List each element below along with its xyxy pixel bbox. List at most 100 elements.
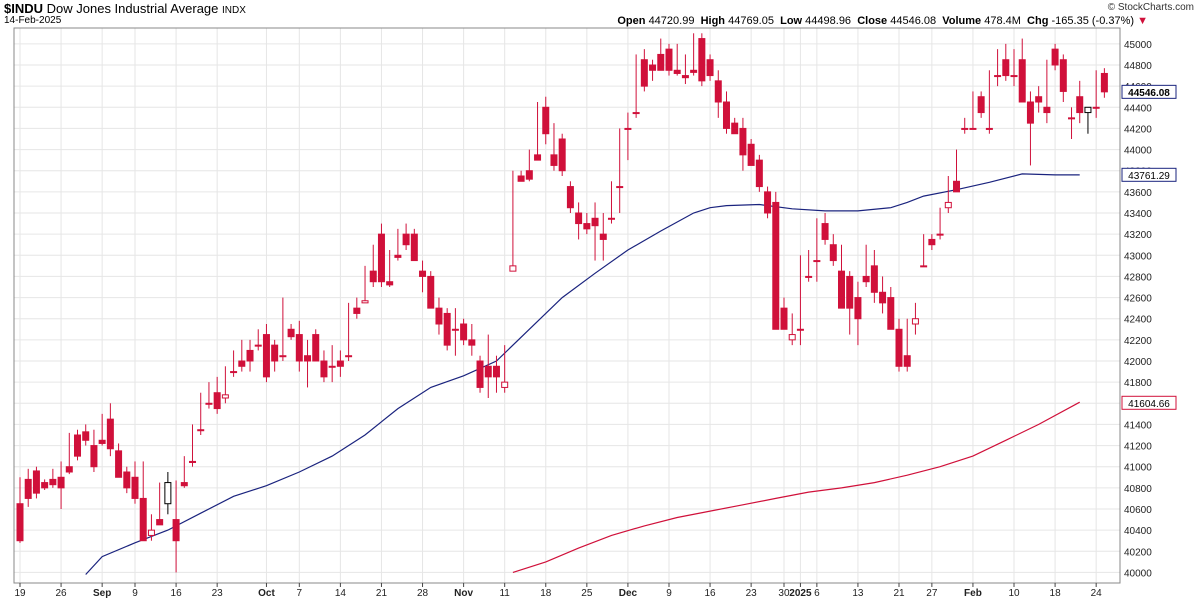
candle [920, 234, 928, 268]
candle [197, 392, 205, 435]
candle [82, 424, 90, 446]
price-tag-label: 43761.29 [1128, 171, 1170, 182]
x-tick-label: 19 [14, 588, 26, 599]
candle-body [287, 328, 295, 338]
candle-body [32, 470, 40, 494]
candle-body [1076, 96, 1084, 114]
candle [649, 59, 657, 81]
y-tick-label: 43400 [1124, 209, 1152, 220]
candle-body [509, 265, 517, 272]
candle-body [271, 344, 279, 362]
candle-body [189, 460, 197, 463]
candle [172, 480, 180, 573]
candle [550, 123, 558, 171]
candle [24, 468, 32, 507]
candle-body [139, 497, 147, 542]
candle [205, 382, 213, 409]
high-label: High [700, 15, 726, 27]
candle-body [90, 445, 98, 468]
plot-frame [13, 27, 1121, 584]
candle [1002, 43, 1010, 81]
candle [1026, 91, 1034, 166]
candle-body [534, 154, 542, 161]
candle [49, 468, 57, 488]
y-tick-label: 42000 [1124, 357, 1152, 368]
candle-body [731, 122, 739, 135]
candle-body [706, 59, 714, 77]
candle [361, 265, 369, 304]
candle-body [994, 75, 1002, 78]
candle [575, 202, 583, 240]
candle [476, 355, 484, 393]
candle-body [665, 48, 673, 71]
volume-label: Volume [942, 15, 982, 27]
candle [156, 482, 164, 526]
candle [451, 308, 459, 356]
candle [328, 345, 336, 383]
y-tick-label: 42800 [1124, 272, 1152, 283]
y-tick-label: 41800 [1124, 378, 1152, 389]
candle [180, 456, 188, 488]
candle-body [468, 339, 476, 346]
candle [953, 149, 961, 193]
candle [534, 102, 542, 161]
candle-body [829, 244, 837, 262]
candle [887, 287, 895, 330]
candle-body [230, 371, 238, 374]
candle-body [312, 334, 320, 362]
candle [714, 70, 722, 118]
candle-body [903, 355, 911, 367]
price-tag-ma_short: 43761.29 [1121, 167, 1177, 182]
candle-body [583, 223, 591, 230]
candle-body [649, 64, 657, 71]
chart-date: 14-Feb-2025 [4, 15, 62, 26]
candle [640, 49, 648, 92]
candle-body [936, 233, 944, 236]
candle [189, 424, 197, 467]
candle [106, 403, 114, 457]
y-tick-label: 41400 [1124, 420, 1152, 431]
candle [1092, 70, 1100, 118]
candle-body [1018, 59, 1026, 103]
exchange-label: INDX [222, 5, 246, 16]
candle-body [838, 270, 845, 309]
candle [386, 250, 394, 287]
candle-body [690, 69, 698, 73]
candle [484, 334, 492, 398]
candle-body [262, 334, 270, 378]
candle-body [985, 127, 993, 130]
candle-body [1035, 96, 1043, 103]
candle-body [82, 431, 90, 441]
y-tick-label: 45000 [1124, 40, 1152, 51]
candle-body [550, 154, 558, 166]
x-tick-label: 11 [499, 588, 510, 599]
candle [854, 281, 862, 346]
candle-body [673, 69, 681, 74]
candle [1018, 38, 1026, 103]
candle-body [755, 159, 763, 188]
candle-body [821, 223, 829, 240]
low-label: Low [780, 15, 803, 27]
candles [16, 33, 1108, 573]
candle [681, 54, 689, 85]
candle [591, 202, 599, 261]
y-tick-label: 44400 [1124, 103, 1152, 114]
candle-body [953, 180, 961, 193]
candle [213, 376, 221, 414]
candle-body [164, 482, 172, 505]
candle [706, 54, 714, 81]
candle-body [369, 270, 377, 283]
candle-body [402, 233, 410, 246]
candle-body [1100, 72, 1108, 93]
candle [985, 70, 993, 134]
candle [969, 91, 977, 130]
candle [624, 112, 632, 161]
candle-body [147, 529, 155, 536]
candle-body [16, 503, 24, 542]
grid-lines [14, 28, 1120, 583]
ma-long-line [512, 401, 1080, 573]
candle [304, 339, 312, 388]
candle-body [238, 360, 246, 367]
candle-body [476, 360, 484, 388]
candle [764, 186, 772, 219]
